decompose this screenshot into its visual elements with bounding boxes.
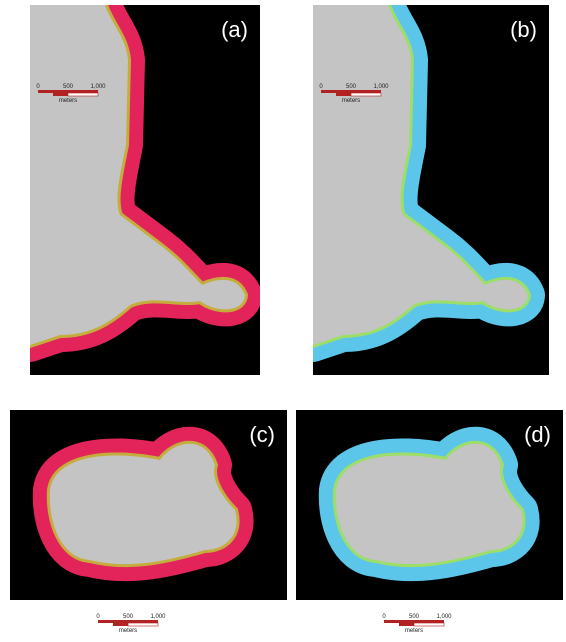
scale-bar	[321, 90, 381, 93]
scale-bar-segment	[351, 93, 381, 96]
scale-unit: meters	[59, 98, 77, 104]
scale-tick-label: 500	[409, 614, 420, 620]
scale-bar	[98, 620, 158, 623]
map-panel: (d) 0 500 1,000 meters	[296, 410, 563, 642]
scale-bar-segment	[336, 93, 351, 96]
scale-bar-segment	[128, 623, 158, 626]
scale-bar-segment	[53, 93, 68, 96]
panel-label: (c)	[249, 422, 275, 447]
figure: (a)05001,000meters(b)05001,000meters(c)0…	[0, 0, 566, 642]
panel-label: (d)	[524, 422, 551, 447]
scale-tick-label: 0	[96, 614, 100, 620]
scale-tick-label: 1,000	[436, 614, 452, 620]
scale-bar	[384, 620, 444, 623]
land	[50, 444, 237, 564]
scale-bar-segment	[414, 623, 444, 626]
scale-tick-label: 1,000	[150, 614, 166, 620]
map-panel: (c) 0 500 1,000 meters	[10, 410, 287, 642]
scale-tick-label: 500	[123, 614, 134, 620]
scale-unit: meters	[119, 628, 137, 634]
panel-label: (b)	[510, 17, 537, 42]
scale-unit: meters	[342, 98, 360, 104]
scale-bar-segment	[68, 93, 98, 96]
scale-tick-label: 500	[346, 84, 357, 90]
scale-bar-segment	[113, 623, 128, 626]
scale-tick-label: 1,000	[90, 84, 106, 90]
scale-bar-segment	[399, 623, 414, 626]
panel-label: (a)	[221, 17, 248, 42]
scale-tick-label: 0	[382, 614, 386, 620]
scale-tick-label: 500	[63, 84, 74, 90]
land	[336, 444, 523, 564]
scale-tick-label: 1,000	[373, 84, 389, 90]
scale-bar	[38, 90, 98, 93]
scale-unit: meters	[405, 628, 423, 634]
